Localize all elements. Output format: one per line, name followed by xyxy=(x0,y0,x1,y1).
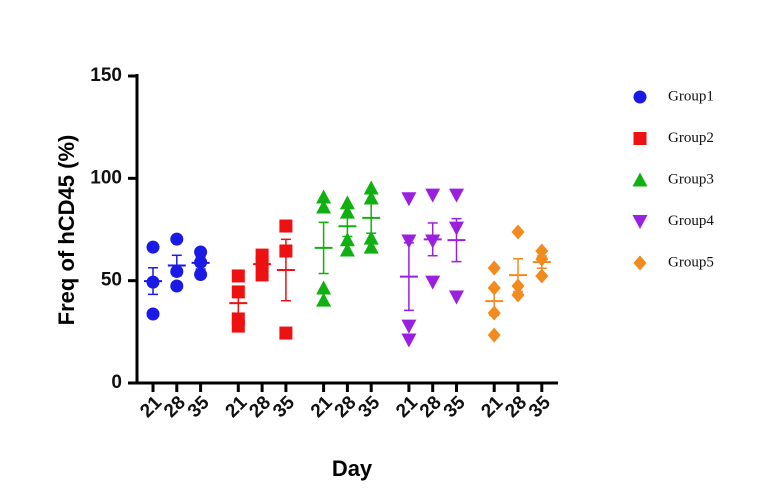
legend-label: Group5 xyxy=(668,254,714,270)
data-point xyxy=(449,290,464,305)
y-axis-label: Freq of hCD45 (%) xyxy=(54,135,79,326)
data-point xyxy=(170,279,184,293)
data-point xyxy=(316,189,332,204)
x-axis-label: Day xyxy=(332,456,373,481)
data-point xyxy=(487,260,501,276)
data-point xyxy=(425,275,441,290)
data-point xyxy=(339,204,355,219)
legend-marker xyxy=(633,132,647,145)
data-point xyxy=(449,188,464,203)
x-tick-label: 35 xyxy=(440,392,470,422)
data-point xyxy=(279,219,293,233)
legend-label: Group2 xyxy=(668,130,714,146)
legend-marker xyxy=(633,255,647,271)
y-tick-label: 100 xyxy=(90,167,122,188)
data-point xyxy=(535,243,549,259)
data-point xyxy=(425,188,441,203)
data-point xyxy=(401,192,417,207)
data-point xyxy=(339,242,355,257)
legend-label: Group1 xyxy=(668,88,714,104)
data-point xyxy=(146,307,160,321)
legend-marker xyxy=(632,172,648,187)
data-point xyxy=(231,269,245,283)
data-point xyxy=(170,232,184,246)
data-point xyxy=(511,224,525,240)
data-point xyxy=(363,190,379,205)
legend-marker xyxy=(632,215,648,229)
data-point xyxy=(316,280,332,295)
data-point xyxy=(279,326,293,340)
data-point xyxy=(146,240,160,254)
y-tick-label: 150 xyxy=(90,65,122,86)
data-point xyxy=(401,234,417,249)
x-tick-label: 35 xyxy=(525,392,555,422)
data-point xyxy=(316,292,332,307)
data-point xyxy=(401,333,417,348)
x-tick-label: 35 xyxy=(269,392,299,422)
data-point xyxy=(401,319,417,334)
x-tick-label: 35 xyxy=(354,392,384,422)
y-tick-label: 0 xyxy=(111,372,122,393)
data-point xyxy=(535,268,549,284)
legend-label: Group3 xyxy=(668,171,714,187)
data-point xyxy=(231,319,245,333)
data-point xyxy=(255,268,269,282)
legend-marker xyxy=(633,90,647,104)
data-point xyxy=(339,232,355,247)
data-point xyxy=(487,327,501,343)
data-point xyxy=(316,199,332,214)
data-point xyxy=(194,245,208,259)
y-tick-label: 50 xyxy=(101,270,122,291)
data-point xyxy=(339,195,355,210)
data-point xyxy=(363,239,379,254)
legend-label: Group4 xyxy=(668,213,714,229)
x-tick-label: 35 xyxy=(184,392,214,422)
data-point xyxy=(194,268,208,282)
data-point xyxy=(363,230,379,245)
data-point xyxy=(363,180,379,195)
